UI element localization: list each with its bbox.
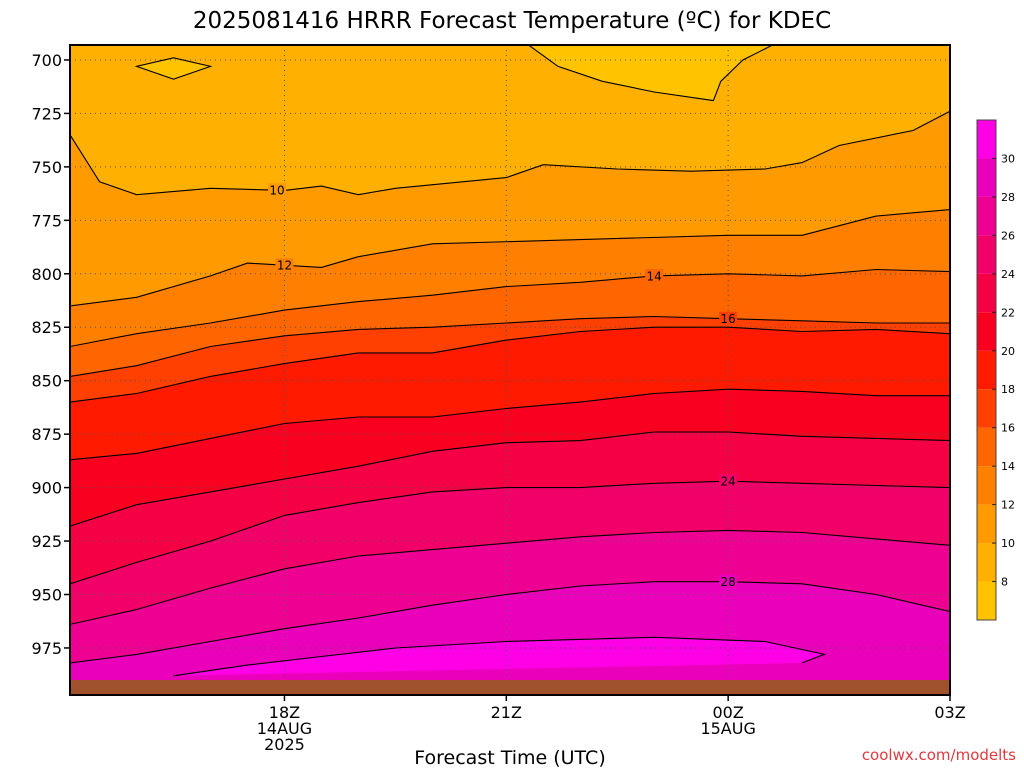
x-tick-label-0-line-2: 2025 — [264, 735, 305, 754]
colorbar-label-28: 28 — [1001, 191, 1015, 204]
isotherm-16-label: 16 — [721, 312, 736, 326]
isotherm-20-line — [70, 388, 950, 461]
isotherm-8-line — [528, 45, 773, 102]
colorbar-swatch-24 — [977, 235, 996, 274]
isotherm-26-line — [70, 529, 950, 625]
isotherm-12-label-bg — [275, 258, 294, 273]
colorbar-label-26: 26 — [1001, 229, 1015, 242]
pocket-30-13 — [950, 644, 1024, 670]
colorbar-swatch-22 — [977, 273, 996, 313]
x-tick-label-6-line-0: 00Z — [712, 703, 743, 722]
plot-area: 10 12 14 16 18 20 22 24 26 28 — [70, 45, 1024, 695]
isotherm-14-label-bg — [645, 268, 664, 283]
y-tick-label-825: 825 — [31, 318, 62, 337]
isotherm-16-label-bg — [719, 311, 738, 326]
y-axis: 700 725 750 775 800 825 850 875 900 925 950 975 — [31, 51, 70, 658]
y-tick-label-875: 875 — [31, 425, 62, 444]
y-tick-label-800: 800 — [31, 265, 62, 284]
isotherm-24-label: 24 — [721, 475, 736, 489]
y-tick-label-850: 850 — [31, 372, 62, 391]
colorbar-swatch-6 — [977, 581, 996, 620]
pocket-8-0 — [136, 57, 211, 80]
colorbar: 8 10 12 14 16 18 20 22 24 26 28 30 — [976, 119, 1015, 621]
watermark-text: coolwx.com/modelts — [862, 746, 1016, 764]
colorbar-label-16: 16 — [1001, 422, 1015, 435]
colorbar-swatch-16 — [977, 389, 996, 428]
colorbar-swatch-30 — [977, 120, 996, 159]
isotherm-12-label: 12 — [277, 259, 292, 273]
x-axis-label: Forecast Time (UTC) — [414, 747, 605, 768]
x-tick-label-9-line-0: 03Z — [934, 703, 965, 722]
colorbar-label-24: 24 — [1001, 268, 1015, 281]
chart-title: 2025081416 HRRR Forecast Temperature (ºC… — [193, 8, 831, 34]
isotherm-14-label: 14 — [647, 269, 662, 283]
isotherm-10-label: 10 — [269, 184, 284, 198]
isotherm-16-line — [70, 315, 950, 377]
colorbar-swatch-26 — [977, 196, 996, 236]
isotherm-30-line — [173, 636, 827, 677]
x-tick-label-0-line-1: 14AUG — [257, 719, 312, 738]
isotherm-28-label-bg — [719, 574, 738, 589]
colorbar-swatch-14 — [977, 427, 996, 467]
x-axis: 18Z14AUG202521Z00Z15AUG03Z06Z09Z — [257, 695, 966, 754]
y-tick-label-750: 750 — [31, 158, 62, 177]
colorbar-label-12: 12 — [1001, 499, 1015, 512]
x-tick-label-0-line-0: 18Z — [269, 703, 300, 722]
y-tick-label-700: 700 — [31, 51, 62, 70]
colorbar-label-10: 10 — [1001, 537, 1015, 550]
y-tick-label-925: 925 — [31, 532, 62, 551]
colorbar-label-8: 8 — [1001, 576, 1008, 589]
isotherm-8-line — [134, 57, 213, 80]
temperature-bands — [70, 45, 1024, 695]
colorbar-label-22: 22 — [1001, 306, 1015, 319]
y-tick-label-900: 900 — [31, 479, 62, 498]
x-tick-label-6-line-1: 15AUG — [700, 719, 755, 738]
isotherm-10-label-bg — [268, 183, 287, 198]
colorbar-swatch-20 — [977, 312, 996, 351]
isotherm-28-line — [70, 581, 950, 664]
y-tick-label-775: 775 — [31, 211, 62, 230]
colorbar-swatch-8 — [977, 543, 996, 582]
colorbar-label-14: 14 — [1001, 460, 1015, 473]
colorbar-label-20: 20 — [1001, 345, 1015, 358]
y-tick-label-725: 725 — [31, 104, 62, 123]
pocket-8-1 — [528, 45, 773, 101]
isotherm-24-line — [70, 480, 950, 585]
x-tick-label-3-line-0: 21Z — [491, 703, 522, 722]
y-tick-label-975: 975 — [31, 639, 62, 658]
isotherm-22-line — [70, 431, 950, 527]
isotherm-12-line — [70, 209, 950, 307]
plot-frame — [69, 44, 951, 696]
isotherm-14-line — [70, 268, 950, 348]
isotherm-28-label: 28 — [721, 575, 736, 589]
colorbar-label-18: 18 — [1001, 383, 1015, 396]
isotherm-24-label-bg — [719, 474, 738, 489]
colorbar-swatch-12 — [977, 466, 996, 505]
colorbar-frame — [976, 119, 997, 621]
colorbar-swatch-28 — [977, 158, 996, 197]
colorbar-swatch-10 — [977, 504, 996, 544]
y-tick-label-950: 950 — [31, 586, 62, 605]
colorbar-label-30: 30 — [1001, 152, 1015, 165]
isotherm-30-line — [949, 668, 950, 670]
isotherm-18-line — [70, 326, 950, 403]
ground-surface — [70, 680, 950, 695]
pocket-30-12 — [173, 637, 825, 676]
colorbar-swatch-18 — [977, 350, 996, 390]
